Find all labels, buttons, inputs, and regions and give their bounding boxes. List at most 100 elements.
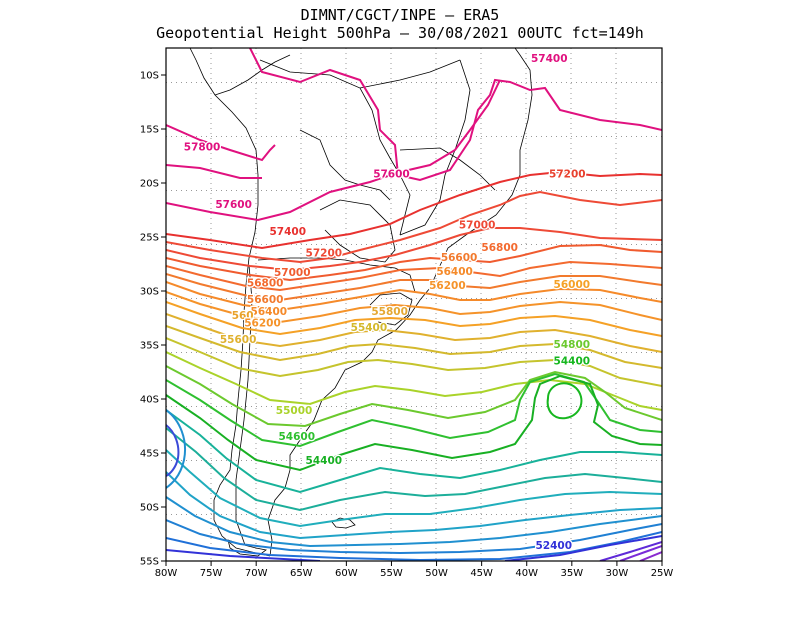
lat-tick-label: 40S bbox=[140, 395, 159, 406]
lat-tick-label: 10S bbox=[140, 71, 159, 82]
contour-label: 57200 bbox=[549, 169, 586, 181]
contour-51800 bbox=[639, 551, 662, 561]
plot-frame bbox=[165, 47, 663, 562]
contour-55400 bbox=[166, 325, 662, 369]
contour-label: 57200 bbox=[306, 247, 343, 259]
contour-54600 bbox=[166, 372, 662, 448]
lat-tick-label: 25S bbox=[140, 233, 159, 244]
contour-54400-low bbox=[546, 382, 583, 420]
longitude-axis: 80W 75W 70W 65W 60W 55W 50W 45W 40W 35W 30W 25W bbox=[155, 561, 674, 579]
contour-54000 bbox=[166, 427, 662, 512]
contour-label: 57600 bbox=[373, 169, 410, 181]
contour-label: 56400 bbox=[436, 266, 473, 278]
latitude-axis: 10S 15S 20S 25S 30S 35S 40S 45S 50S 55S bbox=[140, 71, 166, 568]
contour-52000 bbox=[619, 545, 662, 561]
contour-label: 52400 bbox=[536, 540, 573, 552]
lon-tick-label: 50W bbox=[425, 568, 448, 579]
contour-label: 56600 bbox=[441, 252, 478, 264]
contour-label: 55600 bbox=[220, 334, 257, 346]
contour-55600 bbox=[166, 313, 662, 353]
lon-tick-label: 30W bbox=[606, 568, 629, 579]
contour-label: 57600 bbox=[215, 199, 252, 211]
contour-52200 bbox=[599, 541, 662, 561]
lon-tick-label: 45W bbox=[470, 568, 493, 579]
lon-tick-label: 55W bbox=[380, 568, 403, 579]
border-brazil-states-2 bbox=[399, 147, 496, 191]
chart-title-line1: DIMNT/CGCT/INPE – ERA5 bbox=[300, 6, 500, 24]
contour-56600 bbox=[166, 260, 662, 292]
contour-55800 bbox=[166, 301, 662, 337]
contour-57400-north bbox=[249, 48, 662, 182]
border-brazil-west bbox=[259, 59, 411, 236]
contour-57800 bbox=[166, 124, 276, 162]
contour-labels: 57400 57800 57600 57200 57600 57400 57000 57200… bbox=[183, 52, 592, 554]
lat-tick-label: 45S bbox=[140, 449, 159, 460]
contour-54800 bbox=[166, 365, 662, 428]
lon-tick-label: 25W bbox=[651, 568, 674, 579]
contour-label: 55400 bbox=[351, 322, 388, 334]
contour-label: 57000 bbox=[459, 219, 496, 231]
contour-55200 bbox=[166, 337, 662, 387]
lon-tick-label: 65W bbox=[290, 568, 313, 579]
lat-tick-label: 55S bbox=[140, 557, 159, 568]
contour-label: 54800 bbox=[554, 339, 591, 351]
lat-tick-label: 30S bbox=[140, 287, 159, 298]
border-brazil-east-states bbox=[399, 59, 471, 236]
contour-56400 bbox=[166, 273, 662, 302]
contour-53600 bbox=[166, 471, 662, 540]
contour-56000 bbox=[166, 291, 662, 324]
contour-label: 57400 bbox=[269, 226, 306, 238]
contour-label: 57800 bbox=[184, 142, 221, 154]
contour-label: 560 bbox=[232, 310, 254, 322]
contour-label: 55800 bbox=[371, 306, 408, 318]
contour-57600-a bbox=[166, 164, 262, 179]
south-america-atlantic-coast bbox=[267, 48, 533, 557]
lon-tick-label: 75W bbox=[200, 568, 223, 579]
contour-57200 bbox=[166, 190, 662, 264]
contour-57600-b bbox=[166, 79, 501, 222]
lon-tick-label: 40W bbox=[515, 568, 538, 579]
contour-53200 bbox=[166, 519, 662, 555]
malvinas bbox=[331, 517, 356, 529]
border-brazil-states-3 bbox=[359, 59, 461, 89]
lon-tick-label: 80W bbox=[155, 568, 178, 579]
contour-57400 bbox=[166, 170, 662, 250]
contour-label: 56400 bbox=[251, 306, 288, 318]
chart-title-line2: Geopotential Height 500hPa – 30/08/2021 … bbox=[156, 24, 644, 42]
contour-lines bbox=[166, 48, 662, 561]
gridlines bbox=[166, 48, 662, 561]
contour-label: 56600 bbox=[247, 294, 284, 306]
contour-52400 bbox=[504, 535, 662, 561]
contour-56200 bbox=[166, 281, 662, 312]
west-low-2 bbox=[166, 424, 180, 477]
border-uruguay bbox=[369, 292, 413, 326]
contour-52800 bbox=[166, 549, 321, 561]
contour-label: 56800 bbox=[481, 242, 518, 254]
contour-label: 54600 bbox=[278, 431, 315, 443]
contour-label: 54400 bbox=[306, 455, 343, 467]
contour-53400 bbox=[166, 496, 662, 548]
west-low-1 bbox=[166, 409, 186, 489]
lon-tick-label: 60W bbox=[335, 568, 358, 579]
contour-label: 56200 bbox=[244, 318, 281, 330]
contour-55000 bbox=[166, 351, 662, 411]
contour-label: 56800 bbox=[247, 278, 284, 290]
contour-54400 bbox=[166, 374, 662, 472]
border-peru bbox=[214, 54, 291, 96]
lat-tick-label: 35S bbox=[140, 341, 159, 352]
south-america-pacific-coast bbox=[189, 48, 271, 557]
border-bolivia bbox=[299, 129, 391, 201]
lat-tick-label: 50S bbox=[140, 503, 159, 514]
border-paraguay bbox=[319, 199, 396, 263]
contour-label: 55000 bbox=[276, 405, 313, 417]
contour-57000 bbox=[166, 227, 662, 272]
contour-label: 57000 bbox=[274, 267, 311, 279]
contour-56800 bbox=[166, 243, 662, 282]
lon-tick-label: 35W bbox=[561, 568, 584, 579]
lon-tick-label: 70W bbox=[245, 568, 268, 579]
contour-label: 56000 bbox=[554, 279, 591, 291]
contour-53800 bbox=[166, 449, 662, 528]
contour-label: 54400 bbox=[554, 355, 591, 367]
lat-tick-label: 20S bbox=[140, 179, 159, 190]
